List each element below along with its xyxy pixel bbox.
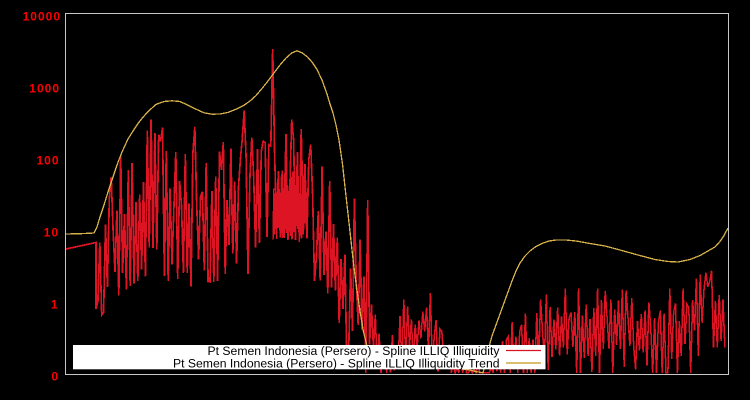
svg-text:1: 1 bbox=[51, 297, 59, 311]
svg-text:Pt Semen Indonesia (Persero) -: Pt Semen Indonesia (Persero) - Spline IL… bbox=[208, 344, 501, 358]
svg-text:Pt Semen Indonesia (Persero) -: Pt Semen Indonesia (Persero) - Spline IL… bbox=[173, 356, 500, 370]
svg-text:100: 100 bbox=[36, 153, 59, 167]
svg-text:1000: 1000 bbox=[29, 81, 60, 95]
svg-text:0: 0 bbox=[51, 369, 59, 383]
svg-text:10: 10 bbox=[44, 225, 59, 239]
svg-text:10000: 10000 bbox=[23, 10, 61, 24]
